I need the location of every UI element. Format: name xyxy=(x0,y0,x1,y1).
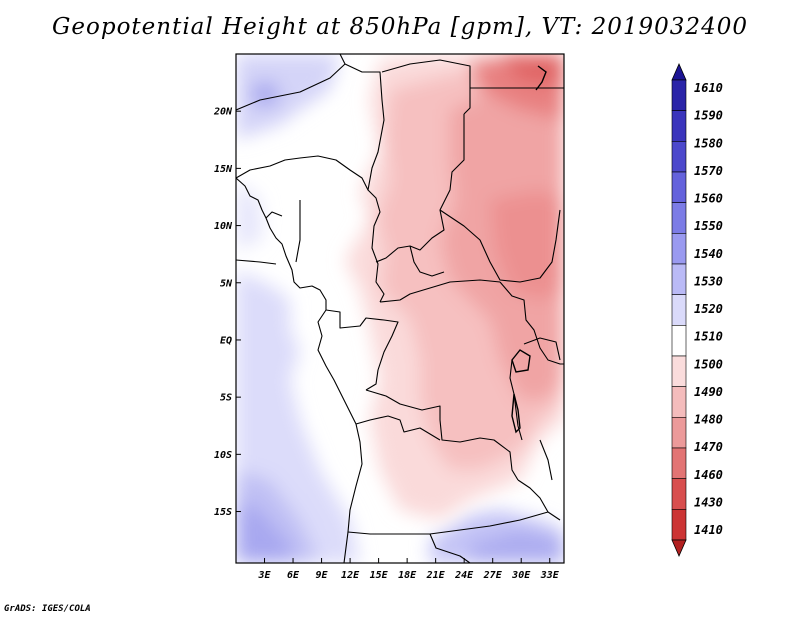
colorbar-label: 1580 xyxy=(694,136,723,150)
colorbar-segment xyxy=(671,202,687,234)
lon-label: 27E xyxy=(483,570,503,581)
colorbar-label: 1590 xyxy=(694,109,723,123)
lon-label: 30E xyxy=(511,570,531,581)
colorbar-segment xyxy=(671,325,687,357)
colorbar-label: 1530 xyxy=(694,274,723,288)
lat-label: 5S xyxy=(220,393,232,404)
colorbar-label: 1510 xyxy=(694,330,723,344)
colorbar-label: 1610 xyxy=(694,81,723,95)
colorbar-segment xyxy=(671,233,687,265)
lon-label: 24E xyxy=(454,570,474,581)
lat-label: EQ xyxy=(220,335,232,346)
colorbar-segment xyxy=(671,509,687,541)
colorbar-label: 1490 xyxy=(694,385,723,399)
colorbar-label: 1500 xyxy=(694,357,723,371)
colorbar-label: 1470 xyxy=(694,440,723,454)
colorbar-top-arrow xyxy=(671,63,687,81)
colorbar-label: 1430 xyxy=(694,495,723,509)
latitude-axis: 20N 15N 10N 5N EQ 5S 10S 15S xyxy=(213,107,241,518)
colorbar-segment xyxy=(671,386,687,418)
colorbar-label: 1410 xyxy=(694,523,723,537)
colorbar-segment xyxy=(671,79,687,111)
height-field xyxy=(236,54,564,563)
colorbar-segment xyxy=(671,110,687,142)
colorbar-segment xyxy=(671,417,687,449)
colorbar-segment xyxy=(671,263,687,295)
lat-label: 10N xyxy=(214,221,233,232)
lon-label: 15E xyxy=(370,570,389,581)
colorbar-label: 1480 xyxy=(694,413,723,427)
lat-label: 15S xyxy=(214,507,232,518)
colorbar-segment xyxy=(671,141,687,173)
longitude-axis: 3E 6E 9E 12E 15E 18E 21E 24E 27E 30E 33E xyxy=(257,558,560,581)
colorbar-segment xyxy=(671,355,687,387)
colorbar-label: 1570 xyxy=(694,164,723,178)
grads-credit: GrADS: IGES/COLA xyxy=(4,604,91,614)
colorbar-label: 1540 xyxy=(694,247,723,261)
lat-label: 20N xyxy=(213,107,233,118)
colorbar-label: 1520 xyxy=(694,302,723,316)
lakes xyxy=(511,65,547,434)
colorbar-segment xyxy=(671,478,687,510)
colorbar-segment xyxy=(671,447,687,479)
lat-label: 15N xyxy=(214,164,233,175)
lon-label: 33E xyxy=(540,570,560,581)
lat-label: 5N xyxy=(220,278,233,289)
lon-label: 18E xyxy=(398,570,417,581)
lat-label: 10S xyxy=(214,450,232,461)
lon-label: 3E xyxy=(257,570,271,581)
colorbar-label: 1560 xyxy=(694,192,723,206)
colorbar-segment xyxy=(671,171,687,203)
coastlines-borders xyxy=(236,54,564,563)
colorbar-segment xyxy=(671,294,687,326)
lon-label: 21E xyxy=(426,570,446,581)
colorbar-bottom-arrow xyxy=(671,539,687,557)
lon-label: 6E xyxy=(287,570,300,581)
map-frame xyxy=(235,53,565,564)
lon-label: 12E xyxy=(341,570,360,581)
colorbar-label: 1460 xyxy=(694,468,723,482)
colorbar: 1610 1590 1580 1570 1560 1550 1540 1530 1520 1510… xyxy=(671,63,723,557)
map-title: Geopotential Height at 850hPa [gpm], VT:… xyxy=(52,14,748,40)
lon-label: 9E xyxy=(316,570,329,581)
colorbar-label: 1550 xyxy=(694,219,723,233)
